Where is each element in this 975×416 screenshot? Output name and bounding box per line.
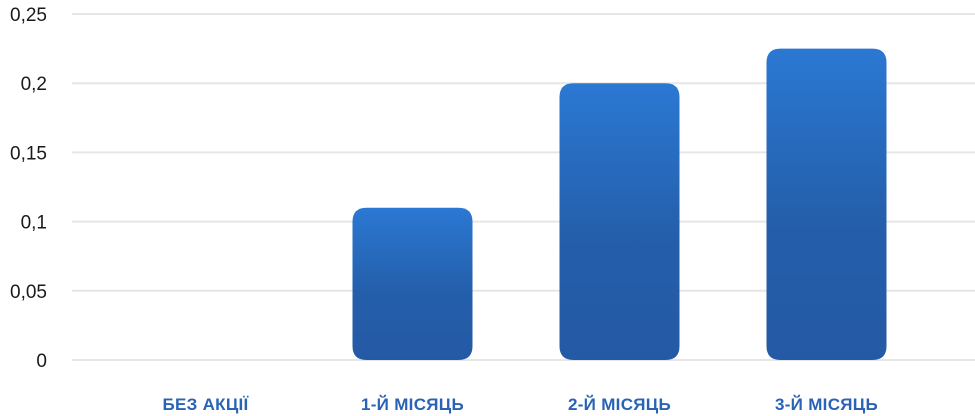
y-tick-label: 0,2 xyxy=(21,74,47,95)
x-tick-label: 1-Й МІСЯЦЬ xyxy=(361,395,464,414)
bar xyxy=(352,207,473,360)
y-tick-label: 0,05 xyxy=(10,282,47,303)
x-tick-label: 3-Й МІСЯЦЬ xyxy=(775,395,878,414)
x-tick-label: 2-Й МІСЯЦЬ xyxy=(568,395,671,414)
y-axis: 0 0,05 0,1 0,15 0,2 0,25 xyxy=(10,5,47,372)
x-axis: БЕЗ АКЦІЇ 1-Й МІСЯЦЬ 2-Й МІСЯЦЬ 3-Й МІСЯЦЬ xyxy=(162,395,878,414)
y-tick-label: 0 xyxy=(36,351,47,372)
bars xyxy=(352,48,887,360)
y-tick-label: 0,15 xyxy=(10,143,47,164)
bar xyxy=(559,83,680,360)
bar xyxy=(766,48,887,360)
y-tick-label: 0,25 xyxy=(10,5,47,26)
x-tick-label: БЕЗ АКЦІЇ xyxy=(162,395,249,414)
y-tick-label: 0,1 xyxy=(21,213,47,234)
